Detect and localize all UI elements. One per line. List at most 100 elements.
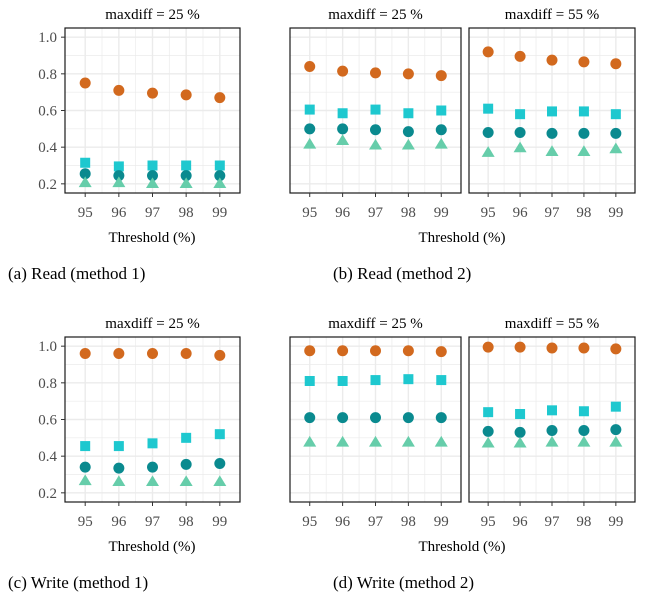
data-point-square [436, 105, 447, 116]
data-point-circle [402, 412, 414, 424]
data-point-square [181, 432, 192, 443]
data-point-circle [482, 341, 494, 353]
data-point-circle [546, 425, 558, 436]
data-point-square [515, 109, 526, 120]
x-tick-label: 98 [576, 205, 591, 221]
data-point-square [578, 106, 589, 117]
data-point-circle [79, 348, 91, 359]
data-point-circle [578, 56, 590, 68]
data-point-circle [514, 341, 526, 353]
x-axis-title: Threshold (%) [418, 539, 505, 555]
data-point-circle [546, 342, 558, 354]
data-point-triangle [303, 435, 317, 447]
data-point-circle [610, 343, 622, 355]
facet-strip-title: maxdiff = 55 % [505, 7, 599, 23]
data-point-circle [214, 170, 226, 182]
y-tick-label: 0.2 [38, 177, 57, 193]
data-point-square [370, 375, 381, 386]
facet-strip-title: maxdiff = 25 % [105, 316, 199, 332]
data-point-circle [402, 68, 414, 80]
data-point-circle [304, 412, 316, 424]
data-point-square [147, 160, 158, 171]
facet-panel: maxdiff = 55 % 95 96 97 98 99 [468, 7, 636, 221]
data-point-circle [113, 84, 125, 96]
x-tick-label: 96 [335, 514, 351, 530]
data-point-triangle [78, 176, 92, 188]
data-point-square [547, 106, 557, 117]
y-tick-label: 0.6 [38, 104, 57, 120]
facet-panel: maxdiff = 55 % 95 96 97 98 99 [468, 316, 636, 530]
data-point-triangle [369, 435, 382, 447]
x-tick-label: 95 [481, 205, 496, 221]
x-tick-label: 99 [212, 205, 227, 221]
data-point-triangle [577, 435, 591, 447]
x-tick-label: 97 [145, 514, 161, 530]
data-point-square [214, 429, 225, 440]
data-point-square [483, 103, 494, 114]
data-point-circle [180, 458, 192, 470]
data-point-square [515, 409, 526, 419]
data-point-circle [147, 348, 158, 359]
data-point-circle [482, 127, 494, 138]
x-tick-label: 98 [401, 205, 416, 221]
x-tick-label: 96 [111, 514, 127, 530]
data-point-circle [147, 87, 158, 99]
x-tick-label: 95 [302, 514, 317, 530]
data-point-triangle [179, 177, 193, 189]
data-point-triangle [213, 475, 227, 487]
data-point-triangle [434, 137, 448, 149]
data-point-circle [180, 170, 192, 182]
data-point-square [370, 104, 381, 115]
x-tick-label: 98 [401, 514, 416, 530]
facet-panel: maxdiff = 25 % 95 96 97 98 99 [289, 316, 462, 530]
x-tick-label: 96 [513, 205, 529, 221]
data-point-circle [610, 127, 622, 139]
data-point-circle [482, 46, 494, 58]
data-point-circle [578, 127, 590, 139]
x-tick-label: 98 [179, 514, 194, 530]
data-point-triangle [513, 141, 527, 153]
data-point-circle [113, 462, 125, 474]
x-tick-label: 95 [78, 514, 93, 530]
x-tick-label: 96 [335, 205, 351, 221]
data-point-circle [147, 170, 158, 182]
data-point-square [80, 157, 91, 168]
data-point-circle [482, 425, 494, 437]
x-tick-label: 96 [111, 205, 127, 221]
y-tick-label: 0.4 [38, 449, 57, 465]
data-point-circle [435, 124, 447, 136]
data-point-triangle [303, 137, 317, 149]
data-point-circle [337, 345, 349, 357]
x-tick-label: 95 [302, 205, 317, 221]
data-point-triangle [401, 138, 415, 150]
data-point-circle [514, 127, 526, 138]
data-point-triangle [146, 177, 159, 189]
data-point-circle [337, 412, 349, 424]
data-point-circle [546, 127, 558, 139]
data-point-triangle [481, 436, 495, 448]
data-point-circle [370, 412, 381, 424]
data-point-circle [337, 65, 349, 77]
data-point-square [181, 160, 192, 171]
data-point-square [436, 375, 447, 386]
data-point-circle [180, 348, 192, 359]
y-tick-label: 0.4 [38, 140, 57, 156]
data-point-triangle [545, 145, 559, 156]
data-point-square [80, 441, 91, 452]
data-point-circle [610, 424, 622, 436]
x-tick-label: 99 [434, 205, 449, 221]
data-point-circle [370, 124, 381, 136]
x-axis-title: Threshold (%) [418, 230, 505, 246]
data-point-circle [402, 126, 414, 138]
data-point-square [403, 108, 414, 119]
x-tick-label: 96 [513, 514, 529, 530]
data-point-triangle [401, 435, 415, 447]
data-point-circle [214, 458, 226, 469]
data-point-triangle [513, 436, 527, 448]
chart-a: maxdiff = 25 % 95 96 97 98 99 0.2 0.4 0.6 0.8 1.0 T… [8, 7, 241, 283]
data-point-circle [214, 92, 226, 104]
data-point-circle [578, 425, 590, 436]
facet-panel: maxdiff = 25 % 95 96 97 98 99 0.2 0.4 0.6 0.8 1.0 [38, 316, 241, 530]
x-tick-label: 99 [608, 205, 623, 221]
